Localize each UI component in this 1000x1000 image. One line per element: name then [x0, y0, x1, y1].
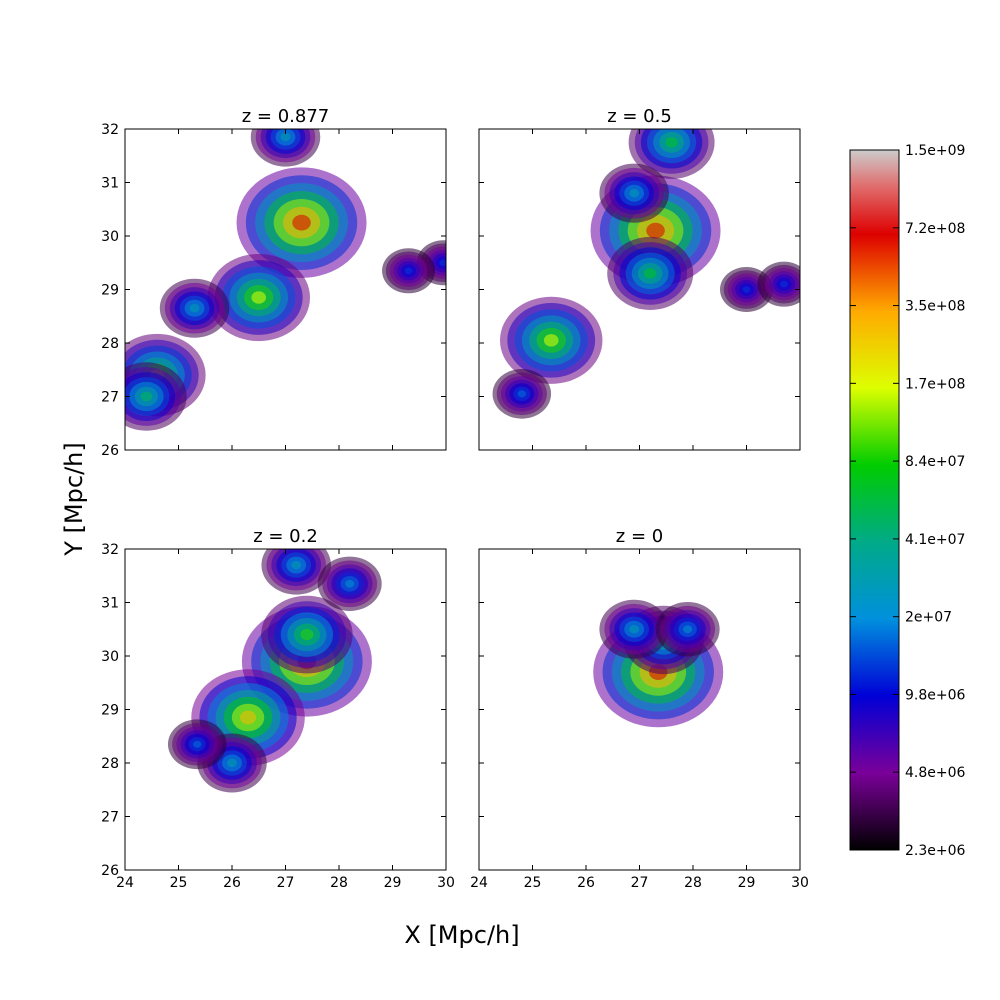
x-axis-label: X [Mpc/h]	[404, 921, 519, 949]
y-tick-label: 28	[101, 756, 119, 772]
density-clump	[599, 163, 669, 223]
colorbar-tick-label: 2e+07	[905, 610, 952, 626]
x-tick-label: 28	[684, 875, 702, 891]
colorbar-tick-label: 7.2e+08	[905, 221, 965, 237]
density-clump	[492, 368, 552, 419]
density-map	[125, 129, 446, 431]
y-tick-label: 32	[101, 542, 119, 558]
colorbar-tick-label: 4.8e+06	[905, 765, 966, 781]
panel-title: z = 0.2	[253, 526, 318, 547]
y-tick-label: 27	[101, 810, 119, 826]
density-clump	[628, 129, 715, 179]
density-clump	[655, 602, 720, 657]
x-tick-label: 25	[170, 875, 188, 891]
colorbar: 2.3e+06 4.8e+06 9.8e+06 2e+07 4.1e+07 8.4e+07…	[849, 143, 966, 859]
colorbar-gradient	[849, 149, 900, 851]
colorbar-tick-label: 3.5e+08	[905, 299, 965, 315]
panel-4: z = 0 24 25 26 27 28 29 30	[470, 526, 809, 891]
colorbar-tick-label: 4.1e+07	[905, 532, 965, 548]
density-clump	[607, 236, 694, 310]
panel-1: z = 0.877 26 27 28 29 30 31 32	[101, 106, 447, 459]
x-tick-label: 24	[470, 875, 488, 891]
density-clump	[159, 278, 230, 338]
panel-title: z = 0	[616, 526, 663, 547]
density-map	[492, 129, 800, 419]
y-axis-label: Y [Mpc/h]	[60, 442, 88, 556]
panel-2: z = 0.5	[478, 106, 801, 451]
x-tick-label: 25	[524, 875, 542, 891]
y-tick-label: 27	[101, 390, 119, 406]
density-clump	[207, 253, 310, 342]
density-clump	[236, 167, 367, 278]
density-clump	[167, 719, 227, 770]
x-tick-label: 26	[577, 875, 595, 891]
y-tick-label: 29	[101, 703, 119, 719]
colorbar-tick-label: 8.4e+07	[905, 454, 965, 470]
y-tick-label: 28	[101, 336, 119, 352]
density-map	[593, 599, 724, 728]
x-tick-label: 29	[384, 875, 402, 891]
x-tick-label: 24	[116, 875, 134, 891]
density-clump	[720, 266, 773, 313]
density-clump	[250, 129, 321, 167]
colorbar-tick-label: 2.3e+06	[905, 843, 966, 859]
x-tick-label: 26	[223, 875, 241, 891]
density-map	[167, 549, 382, 793]
y-tick-label: 29	[101, 283, 119, 299]
density-clump	[261, 595, 353, 674]
y-tick-label: 30	[101, 229, 119, 245]
colorbar-tick-label: 1.7e+08	[905, 376, 965, 392]
density-clump	[599, 599, 669, 659]
x-tick-label: 29	[738, 875, 756, 891]
x-tick-label: 28	[330, 875, 348, 891]
y-tick-label: 32	[101, 122, 119, 138]
x-tick-label: 27	[631, 875, 649, 891]
panel-title: z = 0.877	[242, 106, 330, 127]
panel-title: z = 0.5	[607, 106, 672, 127]
y-tick-label: 31	[101, 596, 119, 612]
density-clump	[499, 296, 603, 384]
density-clump	[125, 362, 187, 431]
x-tick-label: 30	[437, 875, 455, 891]
panel-3: z = 0.2 24 25 26 27 28 29 30 26 27 28 29 30 31 32	[101, 526, 455, 891]
y-tick-label: 30	[101, 649, 119, 665]
y-tick-label: 26	[101, 443, 119, 459]
x-tick-label: 27	[277, 875, 295, 891]
y-tick-label: 31	[101, 176, 119, 192]
density-clump	[261, 549, 331, 595]
colorbar-tick-label: 9.8e+06	[905, 687, 966, 703]
y-tick-label: 26	[101, 863, 119, 879]
density-clump	[757, 261, 800, 307]
density-clump	[317, 556, 382, 611]
x-tick-label: 30	[791, 875, 809, 891]
colorbar-tick-label: 1.5e+09	[905, 143, 965, 159]
density-clump	[382, 248, 436, 294]
